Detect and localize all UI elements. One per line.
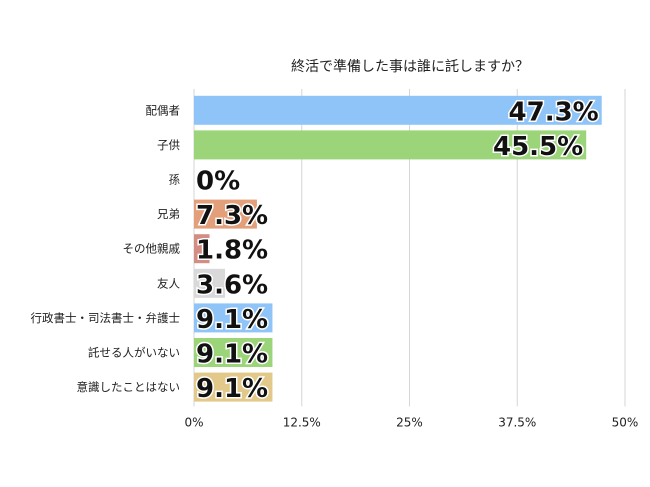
x-tick-label: 50% <box>612 415 639 429</box>
category-label: 意識したことはない <box>77 380 181 394</box>
category-label: 兄弟 <box>157 207 180 221</box>
bar <box>194 95 602 125</box>
data-label: 9.1% <box>196 305 268 335</box>
category-label: 子供 <box>157 138 180 152</box>
data-label: 45.5% <box>493 132 583 162</box>
bar-layer <box>194 95 602 402</box>
category-label: 配偶者 <box>146 103 181 117</box>
bar <box>194 338 273 367</box>
x-tick-label: 25% <box>396 415 423 429</box>
category-label: 孫 <box>169 173 181 187</box>
bar <box>194 199 257 229</box>
data-label: 3.6% <box>196 270 268 300</box>
x-axis-ticks: 0% 12.5% 25% 37.5% 50% <box>184 415 638 429</box>
category-label: その他親戚 <box>123 242 181 256</box>
bar <box>194 303 273 333</box>
category-label: 託せる人がいない <box>88 346 180 360</box>
category-label: 友人 <box>157 276 180 290</box>
data-label: 9.1% <box>196 374 268 404</box>
bar <box>194 234 210 264</box>
data-label: 1.8% <box>196 236 268 266</box>
data-labels: 47.3% 45.5% 0% 7.3% 1.8% 3.6% 9.1% 9.1% 9.1% <box>195 96 601 406</box>
data-label: 9.1% <box>196 340 268 370</box>
x-tick-label: 12.5% <box>283 415 321 429</box>
bar <box>194 130 587 160</box>
category-label: 行政書士・司法書士・弁護士 <box>31 311 181 325</box>
bar <box>194 268 226 298</box>
category-labels: 配偶者子供孫兄弟その他親戚友人行政書士・司法書士・弁護士託せる人がいない意識した… <box>31 103 181 394</box>
x-tick-label: 37.5% <box>498 415 536 429</box>
x-tick-label: 0% <box>184 415 203 429</box>
bar <box>194 372 273 402</box>
chart-title: 終活で準備した事は誰に託しますか？ <box>291 59 529 75</box>
data-label: 7.3% <box>196 201 268 231</box>
data-label: 0% <box>196 167 240 197</box>
data-label: 47.3% <box>509 97 599 127</box>
